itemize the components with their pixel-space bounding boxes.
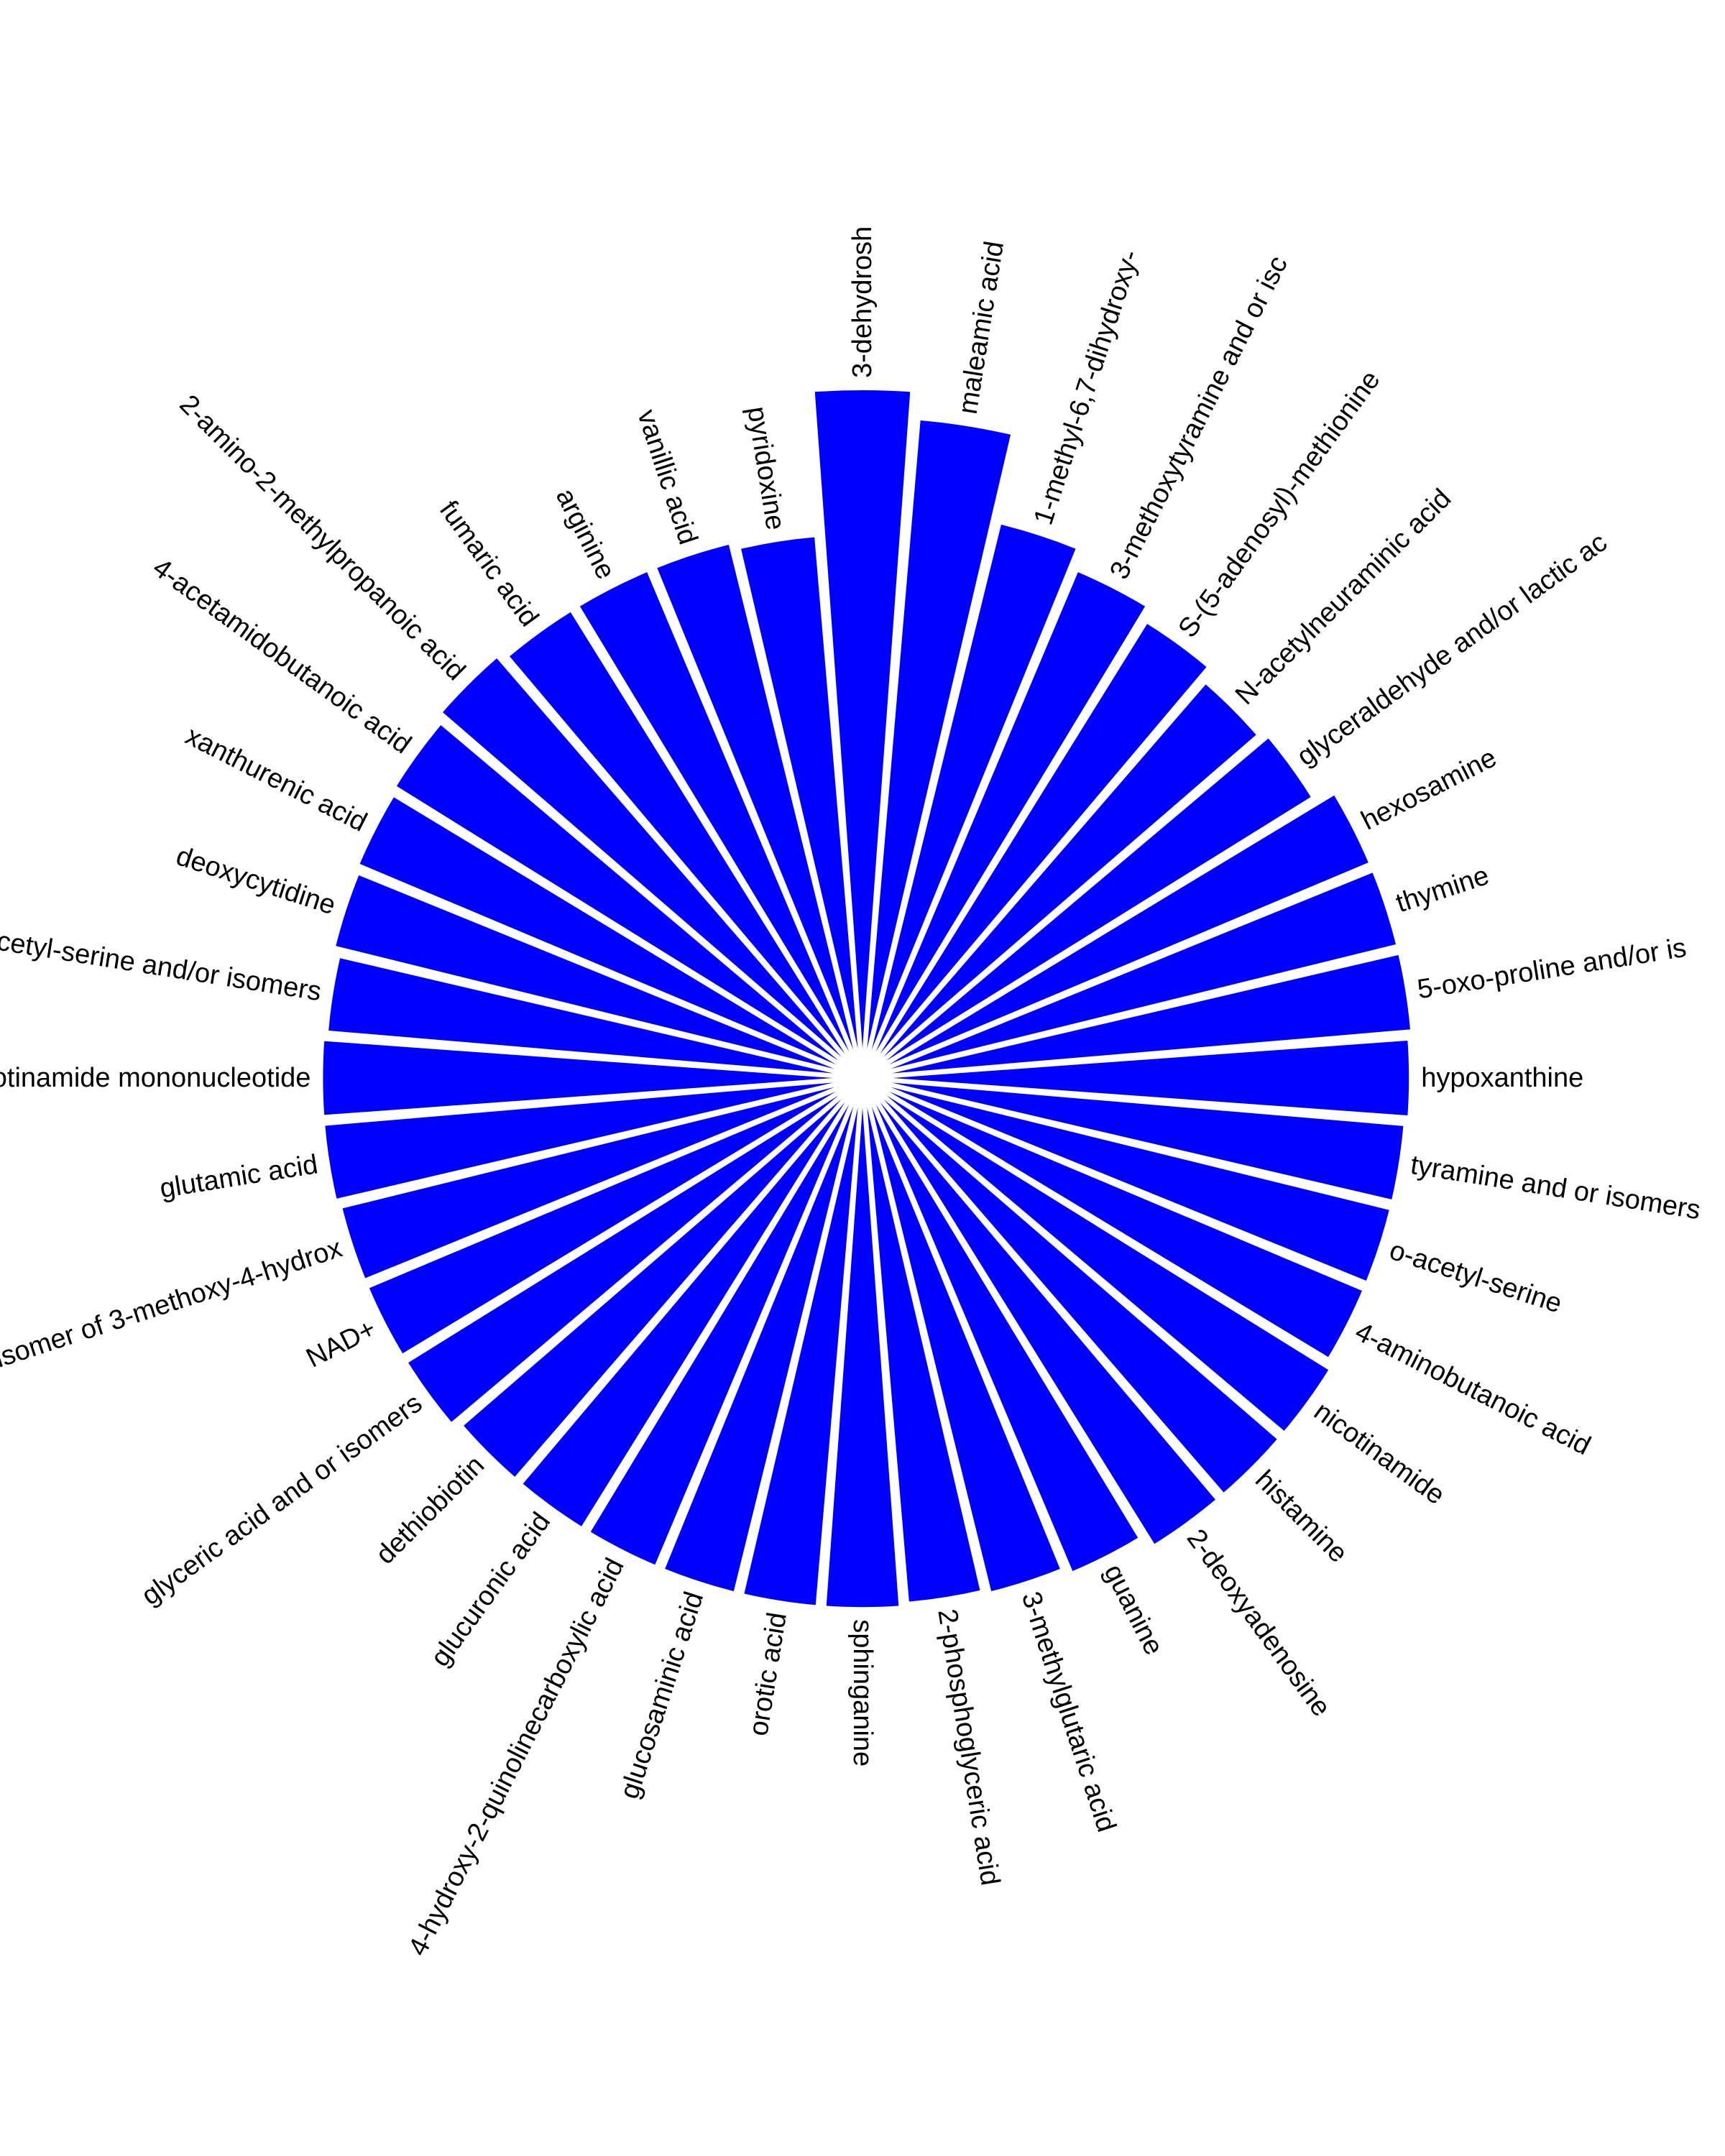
bar-33 <box>354 791 864 1080</box>
bar-label-28: isomer of 3-methoxy-4-hydrox <box>0 1233 346 1374</box>
bar-label-12: o-acetyl-serine <box>1386 1235 1565 1319</box>
bar-label-33: xanthurenic acid <box>180 721 372 838</box>
bar-14 <box>861 1076 1335 1437</box>
bar-label-36: fumaric acid <box>433 495 544 632</box>
bar-32 <box>331 870 864 1080</box>
bar-28 <box>337 1076 864 1284</box>
bar-27 <box>364 1076 864 1360</box>
bar-36 <box>503 606 865 1079</box>
bar-39 <box>735 533 865 1079</box>
bar-label-14: nicotinamide <box>1308 1396 1450 1511</box>
bar-22 <box>659 1077 865 1597</box>
bar-25 <box>457 1076 865 1483</box>
bar-13 <box>861 1076 1368 1363</box>
bar-10 <box>862 1036 1414 1120</box>
bar-label-39: pyridoxine <box>741 405 791 533</box>
bar-3 <box>860 566 1151 1079</box>
bar-37 <box>574 566 865 1079</box>
bar-15 <box>860 1076 1284 1499</box>
bar-label-22: glucosaminic acid <box>615 1588 710 1802</box>
bar-30 <box>318 1036 863 1120</box>
bar-label-29: glutamic acid <box>158 1149 321 1204</box>
bar-34 <box>390 719 864 1080</box>
bar-8 <box>861 867 1402 1080</box>
bar-label-25: dethiobiotin <box>370 1450 490 1570</box>
bar-21 <box>739 1077 865 1610</box>
bar-label-27: NAD+ <box>302 1314 381 1374</box>
bar-label-18: 3-methylglutaric acid <box>1016 1588 1122 1835</box>
bar-label-21: orotic acid <box>743 1611 793 1738</box>
bar-label-38: vanillic acid <box>631 406 703 548</box>
bar-19 <box>860 1077 985 1607</box>
bar-38 <box>651 539 865 1079</box>
bar-label-31: N-acetyl-serine and/or isomers <box>0 919 323 1007</box>
bar-9 <box>862 949 1415 1080</box>
bar-29 <box>320 1076 863 1204</box>
bar-label-30: nicotinamide mononucleotide <box>0 1063 310 1093</box>
bar-label-0: 3-dehydrosh <box>847 226 878 378</box>
bar-label-16: 2-deoxyadenosine <box>1181 1524 1337 1722</box>
bar-18 <box>860 1077 1066 1597</box>
bar-label-17: guanine <box>1098 1560 1169 1660</box>
bar-24 <box>517 1077 865 1533</box>
bar-35 <box>436 652 865 1080</box>
bar-4 <box>860 617 1213 1079</box>
bar-17 <box>860 1077 1144 1577</box>
bar-label-7: hexosamine <box>1356 742 1501 836</box>
bar-label-11: tyramine and or isomers <box>1409 1150 1703 1225</box>
bar-31 <box>323 953 863 1080</box>
bar-label-6: glyceraldehyde and/or lactic ac <box>1292 528 1613 773</box>
bar-label-37: arginine <box>550 484 621 584</box>
bar-group <box>318 386 1415 1612</box>
bar-label-10: hypoxanthine <box>1421 1063 1583 1093</box>
bar-16 <box>860 1077 1222 1550</box>
bar-label-32: deoxycytidine <box>172 841 339 921</box>
bar-7 <box>861 789 1374 1080</box>
bar-label-19: 2-phosphoglyceric acid <box>932 1607 1005 1887</box>
bar-label-35: 2-amino-2-methylpropanoic acid <box>174 390 472 687</box>
bar-6 <box>861 732 1317 1080</box>
bar-label-26: glyceric acid and or isomers <box>137 1388 428 1611</box>
bar-23 <box>584 1077 865 1571</box>
bar-label-8: thymine <box>1392 860 1493 918</box>
bar-label-24: glucuronic acid <box>425 1507 556 1672</box>
bar-label-2: 1-methyl-6,7-dihydroxy- <box>1029 247 1146 529</box>
bar-1 <box>860 415 1016 1079</box>
bar-label-20: sphinganine <box>847 1619 878 1766</box>
bar-0 <box>810 386 915 1079</box>
bar-2 <box>860 519 1082 1079</box>
bar-12 <box>861 1076 1394 1286</box>
bar-26 <box>402 1076 864 1429</box>
bar-11 <box>862 1076 1408 1205</box>
bar-label-9: 5-oxo-proline and/or is <box>1415 933 1688 1005</box>
bar-20 <box>822 1077 903 1612</box>
bar-label-1: maleamic acid <box>953 239 1010 416</box>
bar-label-23: 4-hydroxy-2-quinolinecarboxylic acid <box>402 1554 630 1961</box>
bar-5 <box>860 678 1263 1080</box>
bar-label-15: histamine <box>1249 1465 1353 1569</box>
